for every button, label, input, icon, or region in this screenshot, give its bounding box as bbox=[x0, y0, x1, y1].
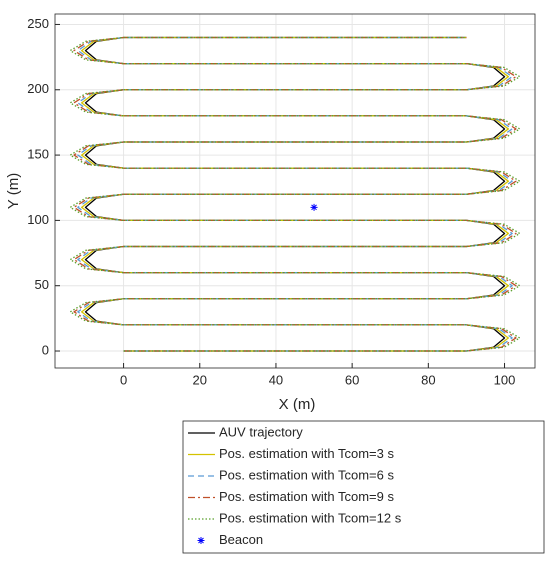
plot-frame bbox=[54, 13, 536, 369]
legend-label: Beacon bbox=[219, 532, 263, 547]
legend-label: Pos. estimation with Tcom=12 s bbox=[219, 510, 402, 525]
x-tick-label: 20 bbox=[193, 372, 207, 387]
legend-label: Pos. estimation with Tcom=3 s bbox=[219, 446, 394, 461]
x-tick-label: 80 bbox=[421, 372, 435, 387]
legend-label: Pos. estimation with Tcom=6 s bbox=[219, 467, 394, 482]
x-tick-label: 0 bbox=[120, 372, 127, 387]
x-tick-label: 60 bbox=[345, 372, 359, 387]
x-axis-label: X (m) bbox=[279, 396, 316, 413]
series-line bbox=[69, 36, 521, 352]
x-tick-label: 100 bbox=[494, 372, 516, 387]
y-tick-label: 50 bbox=[35, 277, 49, 292]
beacon-marker bbox=[197, 537, 205, 544]
legend-label: AUV trajectory bbox=[219, 424, 303, 439]
legend-label: Pos. estimation with Tcom=9 s bbox=[219, 489, 394, 504]
series-line bbox=[77, 36, 513, 352]
y-tick-label: 250 bbox=[27, 16, 49, 31]
y-tick-label: 200 bbox=[27, 81, 49, 96]
y-tick-label: 150 bbox=[27, 147, 49, 162]
legend-box bbox=[182, 420, 545, 554]
y-tick-label: 100 bbox=[27, 212, 49, 227]
x-tick-label: 40 bbox=[269, 372, 283, 387]
y-axis-label: Y (m) bbox=[5, 173, 22, 209]
y-tick-label: 0 bbox=[42, 342, 49, 357]
beacon-marker bbox=[310, 203, 318, 211]
